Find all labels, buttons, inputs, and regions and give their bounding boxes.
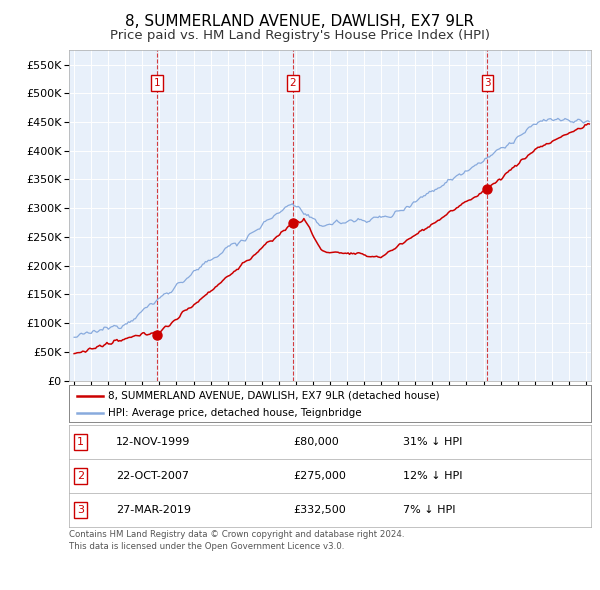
Text: 2: 2 bbox=[77, 471, 84, 481]
Text: £275,000: £275,000 bbox=[293, 471, 346, 481]
Text: Price paid vs. HM Land Registry's House Price Index (HPI): Price paid vs. HM Land Registry's House … bbox=[110, 30, 490, 42]
Text: 31% ↓ HPI: 31% ↓ HPI bbox=[403, 437, 463, 447]
Text: £332,500: £332,500 bbox=[293, 506, 346, 515]
Text: 3: 3 bbox=[484, 78, 491, 88]
Text: 12-NOV-1999: 12-NOV-1999 bbox=[116, 437, 190, 447]
Text: 8, SUMMERLAND AVENUE, DAWLISH, EX7 9LR: 8, SUMMERLAND AVENUE, DAWLISH, EX7 9LR bbox=[125, 14, 475, 29]
Text: 1: 1 bbox=[154, 78, 161, 88]
Text: £80,000: £80,000 bbox=[293, 437, 339, 447]
Text: 27-MAR-2019: 27-MAR-2019 bbox=[116, 506, 191, 515]
Text: 22-OCT-2007: 22-OCT-2007 bbox=[116, 471, 189, 481]
Text: Contains HM Land Registry data © Crown copyright and database right 2024.
This d: Contains HM Land Registry data © Crown c… bbox=[69, 530, 404, 551]
Text: 2: 2 bbox=[289, 78, 296, 88]
Text: HPI: Average price, detached house, Teignbridge: HPI: Average price, detached house, Teig… bbox=[108, 408, 362, 418]
Text: 3: 3 bbox=[77, 506, 84, 515]
Text: 12% ↓ HPI: 12% ↓ HPI bbox=[403, 471, 463, 481]
Text: 1: 1 bbox=[77, 437, 84, 447]
Text: 7% ↓ HPI: 7% ↓ HPI bbox=[403, 506, 455, 515]
Text: 8, SUMMERLAND AVENUE, DAWLISH, EX7 9LR (detached house): 8, SUMMERLAND AVENUE, DAWLISH, EX7 9LR (… bbox=[108, 391, 440, 401]
